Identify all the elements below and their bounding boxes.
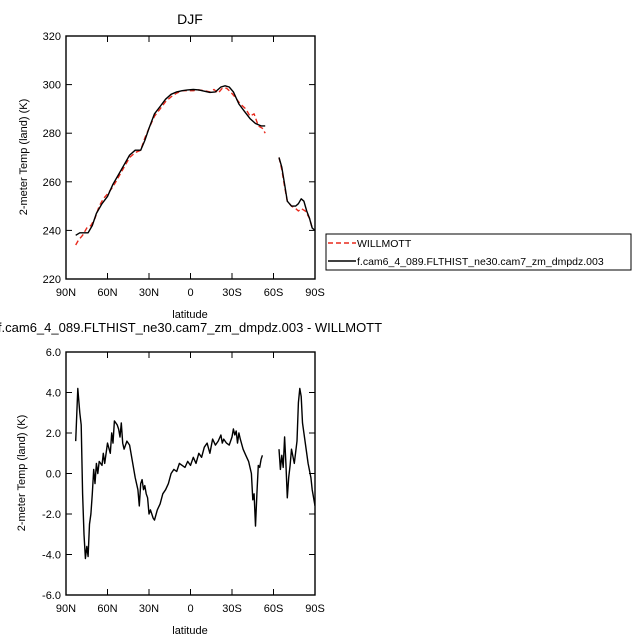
top-x-tick-label: 30S	[222, 287, 242, 299]
bottom-y-tick-label: -4.0	[42, 550, 61, 562]
top-y-tick-label: 240	[43, 225, 61, 237]
bottom-chart: f.cam6_4_089.FLTHIST_ne30.cam7_zm_dmpdz.…	[0, 320, 382, 637]
top-x-tick-label: 30N	[139, 287, 159, 299]
bottom-series-line-0	[278, 387, 315, 507]
legend-willmott-label: WILLMOTT	[357, 238, 412, 250]
bottom-x-tick-label: 30N	[139, 603, 159, 615]
top-series-line-1	[278, 157, 315, 231]
top-plot-frame	[65, 35, 316, 280]
top-x-tick-label: 60S	[264, 287, 284, 299]
top-series-group	[75, 85, 315, 246]
legend: WILLMOTT f.cam6_4_089.FLTHIST_ne30.cam7_…	[325, 233, 632, 271]
top-chart: DJF 90N 60N 30N 0 30S 60S 90S 220 240 260 280 300 32…	[18, 11, 325, 321]
top-x-tick-label: 90N	[56, 287, 76, 299]
top-x-tick-label: 0	[187, 287, 193, 299]
top-y-tick-label: 220	[43, 274, 61, 286]
bottom-ticks: 90N 60N 30N 0 30S 60S 90S -6.0 -4.0 -2.0 0.0 2.0 4.0…	[42, 347, 325, 615]
top-ticks: 90N 60N 30N 0 30S 60S 90S 220 240 260 280 300 320	[43, 31, 325, 299]
top-y-tick-label: 300	[43, 80, 61, 92]
bottom-y-tick-label: 2.0	[46, 428, 61, 440]
bottom-x-axis-label: latitude	[172, 625, 207, 637]
legend-box	[325, 233, 632, 271]
top-x-tick-label: 90S	[305, 287, 325, 299]
bottom-y-tick-label: 4.0	[46, 388, 61, 400]
top-x-axis-label: latitude	[172, 309, 207, 321]
bottom-x-tick-label: 30S	[222, 603, 242, 615]
top-y-tick-label: 320	[43, 31, 61, 43]
top-series-line-0	[278, 157, 313, 229]
bottom-x-tick-label: 90S	[305, 603, 325, 615]
bottom-series-line-0	[75, 387, 264, 560]
top-x-tick-label: 60N	[97, 287, 117, 299]
bottom-x-tick-label: 0	[187, 603, 193, 615]
bottom-y-tick-label: -2.0	[42, 509, 61, 521]
top-y-tick-label: 260	[43, 177, 61, 189]
top-series-line-0	[75, 87, 266, 246]
top-series-line-1	[75, 85, 266, 236]
top-y-tick-label: 280	[43, 128, 61, 140]
bottom-y-axis-label: 2-meter Temp (land) (K)	[16, 415, 28, 532]
bottom-x-tick-label: 60S	[264, 603, 284, 615]
bottom-y-tick-label: 6.0	[46, 347, 61, 359]
legend-model-label: f.cam6_4_089.FLTHIST_ne30.cam7_zm_dmpdz.…	[357, 256, 604, 268]
bottom-y-tick-label: -6.0	[42, 590, 61, 602]
bottom-plot-frame	[65, 351, 316, 596]
top-chart-title: DJF	[177, 11, 203, 27]
bottom-x-tick-label: 60N	[97, 603, 117, 615]
bottom-series-group	[75, 387, 315, 560]
bottom-chart-title: f.cam6_4_089.FLTHIST_ne30.cam7_zm_dmpdz.…	[0, 320, 382, 335]
top-y-axis-label: 2-meter Temp (land) (K)	[18, 99, 30, 216]
bottom-y-tick-label: 0.0	[46, 469, 61, 481]
bottom-x-tick-label: 90N	[56, 603, 76, 615]
